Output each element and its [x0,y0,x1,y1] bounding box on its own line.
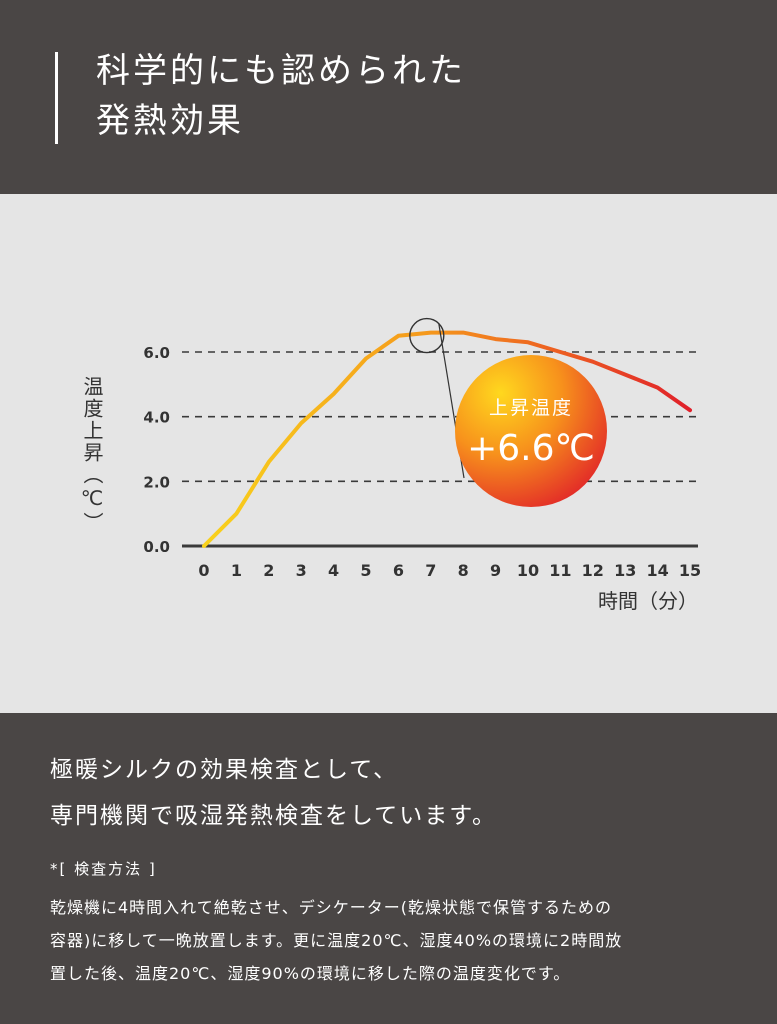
peak-highlight-circle [409,317,445,354]
method-line-1: 乾燥機に4時間入れて絶乾させ、デシケーター(乾燥状態で保管するための [50,898,612,917]
y-tick-label: 0.0 [143,538,170,556]
title-line-1: 科学的にも認められた [96,51,466,91]
x-tick-label: 15 [679,561,701,580]
x-tick-label: 1 [231,561,242,580]
x-tick-label: 10 [517,561,539,580]
badge-label: 上昇温度 [489,397,573,419]
x-tick-label: 14 [646,561,668,580]
badge-value: +6.6℃ [467,428,595,469]
x-tick-label: 3 [296,561,307,580]
y-axis-label: 温度上昇（℃） [80,376,104,534]
y-tick-label: 4.0 [143,409,170,427]
header: 科学的にも認められた 発熱効果 [0,0,777,194]
x-tick-label: 8 [458,561,469,580]
temperature-chart: 0.02.04.06.00 1 2 3 4 5 6 7 8 9 10 11 12 13 14 15 上昇温度 … [80,317,701,613]
method-body: 乾燥機に4時間入れて絶乾させ、デシケーター(乾燥状態で保管するための 容器)に移… [50,891,622,990]
method-heading: *[ 検査方法 ] [50,860,157,878]
page-title: 科学的にも認められた 発熱効果 [96,46,466,146]
badge-circle [455,355,607,507]
x-tick-label: 5 [360,561,371,580]
chart-panel: 0.0 2.0 4.0 6.0 0 1 2 3 4 5 6 7 8 9 10 11 12 13 14 15 上昇温度 … [0,194,777,713]
x-tick-label: 7 [425,561,436,580]
method-line-2: 容器)に移して一晩放置します。更に温度20℃、湿度40%の環境に2時間放 [50,931,623,950]
x-tick-label: 2 [263,561,274,580]
x-tick-label: 6 [393,561,404,580]
x-tick-label: 12 [582,561,604,580]
x-tick-label: 0 [198,561,209,580]
y-tick-label: 6.0 [143,344,170,362]
description-section: 極暖シルクの効果検査として、 専門機関で吸湿発熱検査をしています。 *[ 検査方… [0,713,777,1024]
x-axis-label: 時間（分） [598,589,698,613]
method-line-3: 置した後、温度20℃、湿度90%の環境に移した際の温度変化です。 [50,964,571,983]
series-line [202,330,692,548]
lead-line-1: 極暖シルクの効果検査として、 [50,757,399,783]
lead-line-2: 専門機関で吸湿発熱検査をしています。 [50,803,498,829]
title-line-2: 発熱効果 [96,101,244,141]
lead-text: 極暖シルクの効果検査として、 専門機関で吸湿発熱検査をしています。 [50,747,497,839]
header-accent-bar [55,52,58,144]
x-tick-label: 9 [490,561,501,580]
x-tick-label: 11 [549,561,571,580]
y-tick-label: 2.0 [143,473,170,491]
peak-badge: 上昇温度 +6.6℃ [438,323,607,507]
x-tick-label: 13 [614,561,636,580]
x-tick-label: 4 [328,561,339,580]
